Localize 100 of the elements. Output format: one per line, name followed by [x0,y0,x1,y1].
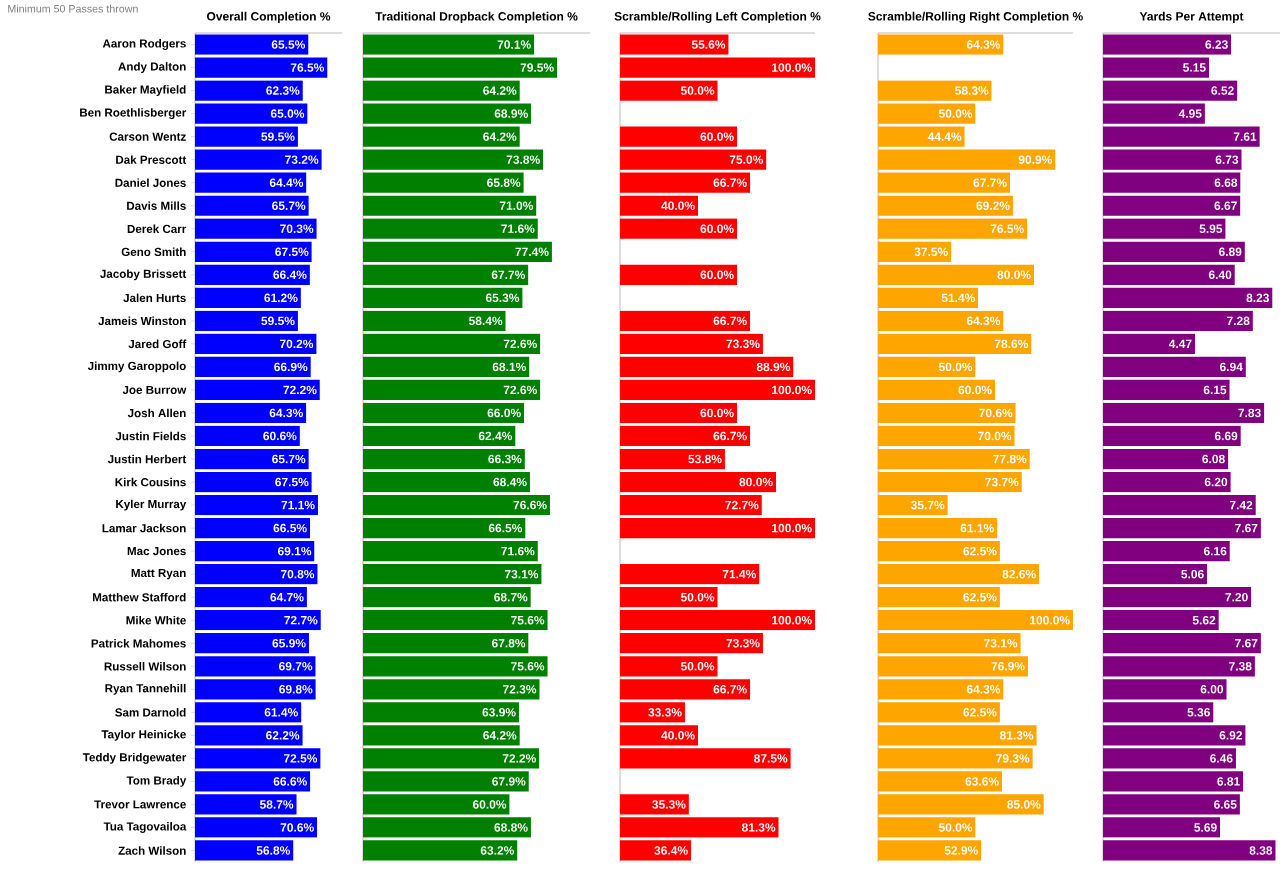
data-label: 65.0% [270,109,305,118]
data-label: 75.6% [511,615,545,625]
bar [878,80,992,101]
bar [878,587,1000,608]
data-label: 77.4% [515,247,549,256]
bar [195,771,311,792]
bar [363,840,518,861]
data-label: 72.6% [503,385,537,395]
data-label: 85.0% [1007,800,1041,809]
bar [620,34,729,55]
data-label: 76.5% [290,63,325,72]
bar [363,287,523,308]
data-label: 68.9% [494,109,528,118]
data-label: 66.4% [273,270,307,280]
bar [363,425,516,447]
bar [620,494,762,516]
bar [363,149,544,170]
data-label: 62.5% [963,592,997,602]
data-label: 71.6% [501,546,535,556]
bar [363,57,558,78]
data-label: 71.1% [281,500,315,510]
bar [1103,748,1236,769]
data-label: 82.6% [1002,569,1036,579]
bar [195,195,309,216]
data-label: 6.52 [1211,86,1234,95]
bar [363,564,542,585]
bar [363,517,526,539]
data-label: 5.62 [1192,615,1216,625]
y-tick-label: Tua Tagovailoa [103,822,187,833]
bar [363,771,529,792]
data-label: 66.7% [713,431,747,441]
bar [1103,656,1255,677]
bar [1103,794,1240,815]
bar [1103,103,1205,124]
bar [195,702,302,723]
bar [620,633,763,654]
data-label: 66.5% [273,523,307,533]
bar [363,610,548,631]
data-label: 6.15 [1203,385,1227,395]
bar [1103,402,1265,424]
bar [363,80,520,101]
y-tick-label: Sam Darnold [115,708,186,717]
bar [878,794,1044,815]
bar [195,633,309,654]
data-label: 90.9% [1018,155,1052,164]
y-tick-label: Matthew Stafford [92,592,186,602]
bar [1103,541,1230,562]
data-label: 72.7% [284,615,318,625]
bar [1103,425,1241,447]
bar [1103,587,1252,608]
y-tick-label: Josh Allen [127,408,186,418]
bar [878,494,948,516]
data-label: 61.1% [960,523,994,533]
bar [195,149,322,170]
data-label: 68.8% [494,823,528,832]
bar [195,310,298,331]
bar [363,264,529,285]
bar [195,725,303,746]
data-label: 65.7% [272,201,306,210]
y-tick-label: Jared Goff [128,339,187,349]
data-label: 63.6% [965,777,999,786]
bar [620,57,815,78]
y-tick-label: Mike White [126,615,186,625]
bar [195,80,303,101]
bar [363,103,532,124]
bar [363,587,531,608]
data-label: 100.0% [772,63,812,72]
bar [363,218,538,239]
data-label: 7.38 [1229,662,1252,671]
data-label: 35.7% [910,500,945,510]
data-label: 50.0% [680,662,715,671]
chart-title: Scramble/Rolling Left Completion % [614,11,821,23]
data-label: 67.8% [491,638,526,648]
data-label: 64.2% [483,132,517,141]
bar [1103,80,1238,101]
data-label: 73.8% [506,155,540,164]
data-label: 100.0% [772,615,812,625]
data-label: 50.0% [938,109,973,118]
data-label: 61.2% [264,293,298,303]
bar [1103,517,1261,539]
data-label: 70.3% [280,224,314,233]
data-label: 75.0% [729,155,763,164]
y-tick-label: Andy Dalton [118,62,186,73]
data-label: 40.0% [661,201,695,210]
data-label: 67.9% [492,777,526,786]
y-tick-label: Russell Wilson [104,662,186,671]
bar [878,656,1028,677]
y-tick-label: Geno Smith [121,247,186,257]
data-label: 52.9% [944,846,978,855]
bar [620,310,751,331]
data-label: 66.6% [273,777,307,786]
bar [363,126,520,147]
bar [363,679,540,700]
bar [195,679,316,700]
bar [878,241,952,262]
data-label: 72.2% [502,754,536,763]
bar [878,34,1004,55]
data-label: 65.7% [272,454,306,464]
bar [620,149,767,170]
bar [363,748,540,769]
